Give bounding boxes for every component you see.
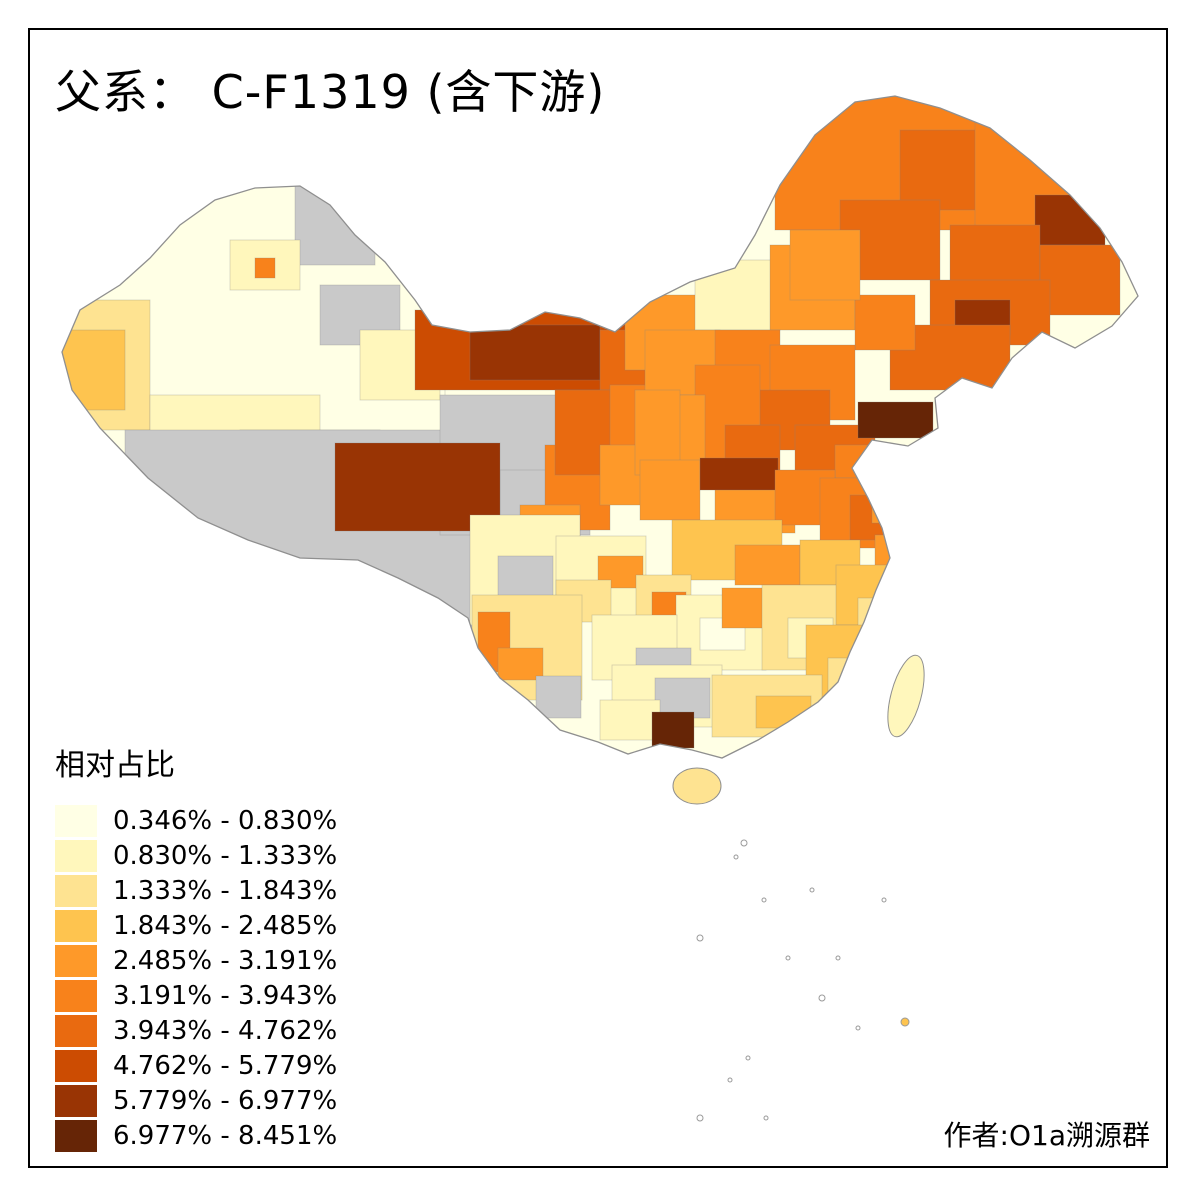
taiwan-island — [887, 654, 925, 738]
small-island — [696, 1114, 704, 1122]
legend-row: 1.333% - 1.843% — [55, 874, 337, 907]
attribution-text: 作者:O1a溯源群 — [943, 1119, 1150, 1152]
legend-row: 2.485% - 3.191% — [55, 944, 337, 977]
prefecture-region — [854, 294, 916, 351]
prefecture-region — [639, 459, 701, 521]
legend-range-label: 3.943% - 4.762% — [113, 1015, 338, 1046]
prefecture-region — [857, 597, 901, 639]
legend-row: 3.191% - 3.943% — [55, 979, 337, 1012]
small-island — [900, 1017, 910, 1027]
small-island — [745, 1055, 751, 1061]
prefecture-region — [1034, 194, 1106, 246]
legend-range-label: 0.830% - 1.333% — [113, 840, 338, 871]
legend-row: 4.762% - 5.779% — [55, 1049, 337, 1082]
small-island — [696, 934, 704, 942]
legend-color-swatch — [55, 1084, 97, 1117]
legend-range-label: 4.762% - 5.779% — [113, 1050, 338, 1081]
legend-color-swatch — [55, 839, 97, 872]
mainland-regions — [62, 96, 1138, 758]
prefecture-region — [694, 259, 781, 331]
legend-title: 相对占比 — [55, 748, 175, 783]
small-island — [740, 839, 748, 847]
prefecture-region — [789, 229, 861, 301]
legend-range-label: 3.191% - 3.943% — [113, 980, 338, 1011]
small-island — [785, 955, 791, 961]
small-island — [727, 1077, 733, 1083]
legend-range-label: 6.977% - 8.451% — [113, 1120, 338, 1151]
small-island — [818, 994, 826, 1002]
prefecture-region — [497, 647, 544, 681]
legend-range-label: 5.779% - 6.977% — [113, 1085, 338, 1116]
prefecture-region — [254, 257, 276, 279]
legend-color-swatch — [55, 944, 97, 977]
legend-color-swatch — [55, 804, 97, 837]
legend-color-swatch — [55, 979, 97, 1012]
prefecture-region — [827, 657, 874, 701]
legend-range-label: 1.843% - 2.485% — [113, 910, 338, 941]
small-island — [855, 1025, 861, 1031]
legend-row: 0.830% - 1.333% — [55, 839, 337, 872]
prefecture-region — [469, 324, 601, 381]
prefecture-region — [535, 675, 582, 719]
legend-color-swatch — [55, 1049, 97, 1082]
hainan-island — [672, 767, 722, 805]
prefecture-region — [497, 555, 554, 602]
legend-range-label: 0.346% - 0.830% — [113, 805, 338, 836]
small-island — [763, 1115, 769, 1121]
legend-color-swatch — [55, 874, 97, 907]
small-island — [881, 897, 887, 903]
small-island — [835, 955, 841, 961]
legend-rows: 0.346% - 0.830% 0.830% - 1.333% 1.333% - 1… — [55, 804, 337, 1152]
legend-row: 1.843% - 2.485% — [55, 909, 337, 942]
prefecture-region — [62, 329, 126, 411]
prefecture-region — [294, 184, 376, 266]
legend-color-swatch — [55, 1014, 97, 1047]
china-outline — [61, 95, 1139, 759]
prefecture-region — [857, 401, 934, 439]
small-island — [761, 897, 767, 903]
prefecture-region — [651, 711, 695, 749]
prefecture-region — [1039, 244, 1121, 316]
prefecture-region — [734, 544, 801, 586]
legend-row: 5.779% - 6.977% — [55, 1084, 337, 1117]
legend-color-swatch — [55, 1119, 97, 1152]
prefecture-region — [699, 457, 779, 491]
legend-range-label: 2.485% - 3.191% — [113, 945, 338, 976]
small-island — [733, 854, 739, 860]
legend-color-swatch — [55, 909, 97, 942]
prefecture-region — [599, 699, 661, 741]
legend-row: 6.977% - 8.451% — [55, 1119, 337, 1152]
prefecture-region — [871, 467, 918, 524]
map-title: 父系： C-F1319 (含下游) — [55, 65, 606, 119]
legend-range-label: 1.333% - 1.843% — [113, 875, 338, 906]
prefecture-region — [721, 587, 765, 629]
legend-row: 3.943% - 4.762% — [55, 1014, 337, 1047]
legend: 相对占比 0.346% - 0.830% 0.830% - 1.333% 1.333… — [55, 740, 337, 1154]
small-island — [809, 887, 815, 893]
legend-row: 0.346% - 0.830% — [55, 804, 337, 837]
